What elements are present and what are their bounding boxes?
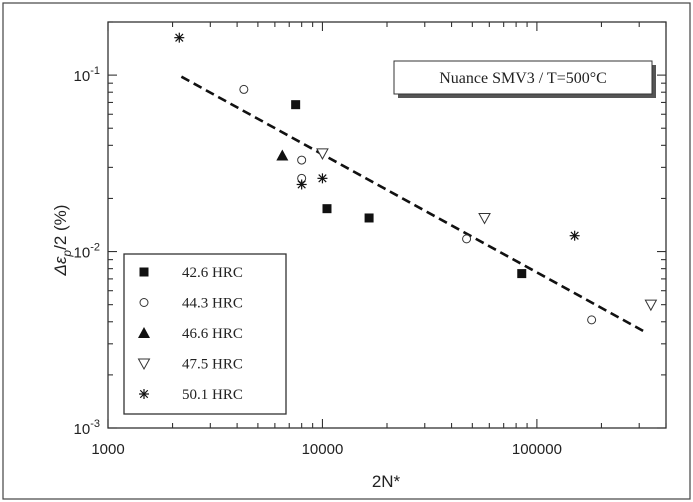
annotation-box: Nuance SMV3 / T=500°C [393, 60, 656, 98]
legend-label: 42.6 HRC [182, 265, 243, 281]
x-tick-label: 1000 [91, 441, 124, 458]
data-points [174, 32, 658, 325]
y-axis-title-subscript: p [60, 250, 74, 258]
point-50-1-hrc [174, 32, 185, 43]
legend: 42.6 HRC 44.3 HRC 46.6 HRC 47.5 HRC 50.1 HRC [123, 253, 287, 415]
y-axis-title-main: Δε [51, 256, 70, 276]
annotation-frame [393, 60, 653, 95]
legend-label: 47.5 HRC [182, 357, 243, 373]
point-42-6-hrc [517, 269, 527, 279]
point-46-6-hrc [276, 149, 289, 161]
x-tick-labels: 1000 10000 100000 [91, 441, 562, 458]
point-47-5-hrc [644, 299, 658, 312]
fit-line [180, 75, 646, 334]
legend-frame [123, 253, 287, 415]
x-tick-label: 100000 [512, 441, 562, 458]
y-tick-exponent: -2 [90, 242, 100, 254]
y-tick-base: 10 [74, 68, 91, 85]
y-tick-base: 10 [74, 421, 91, 438]
point-50-1-hrc [317, 173, 328, 184]
y-tick-base: 10 [74, 245, 91, 262]
point-42-6-hrc [322, 204, 332, 214]
y-tick-label: 10-2 [74, 242, 100, 262]
legend-label: 44.3 HRC [182, 296, 243, 312]
point-44-3-hrc [587, 315, 597, 325]
legend-items: 42.6 HRC 44.3 HRC 46.6 HRC 47.5 HRC 50.1 HRC [137, 265, 243, 403]
legend-marker [138, 327, 150, 338]
point-47-5-hrc [478, 212, 491, 225]
point-50-1-hrc [296, 179, 307, 190]
point-44-3-hrc [462, 234, 472, 244]
point-44-3-hrc [297, 155, 307, 165]
point-42-6-hrc [364, 213, 374, 223]
y-tick-label: 10-3 [74, 418, 100, 438]
legend-marker [139, 267, 149, 277]
legend-label: 50.1 HRC [182, 387, 243, 403]
y-axis-title: Δεp/2 (%) [51, 205, 74, 277]
x-axis-title: 2N* [372, 472, 401, 491]
legend-marker [137, 358, 151, 371]
point-50-1-hrc [569, 230, 580, 241]
y-tick-exponent: -3 [90, 418, 100, 430]
y-tick-label: 10-1 [74, 65, 100, 85]
y-axis-title-rest: /2 (%) [51, 205, 70, 250]
point-44-3-hrc [239, 84, 249, 94]
y-tick-labels: 10-310-210-1 [74, 65, 100, 438]
legend-label: 46.6 HRC [182, 326, 243, 342]
x-tick-label: 10000 [302, 441, 344, 458]
annotation-text: Nuance SMV3 / T=500°C [439, 70, 607, 87]
y-tick-exponent: -1 [90, 65, 100, 77]
legend-marker [139, 298, 149, 307]
legend-marker [139, 389, 149, 399]
axis-ticks [107, 21, 667, 429]
point-47-5-hrc [316, 148, 329, 160]
point-42-6-hrc [291, 100, 301, 110]
